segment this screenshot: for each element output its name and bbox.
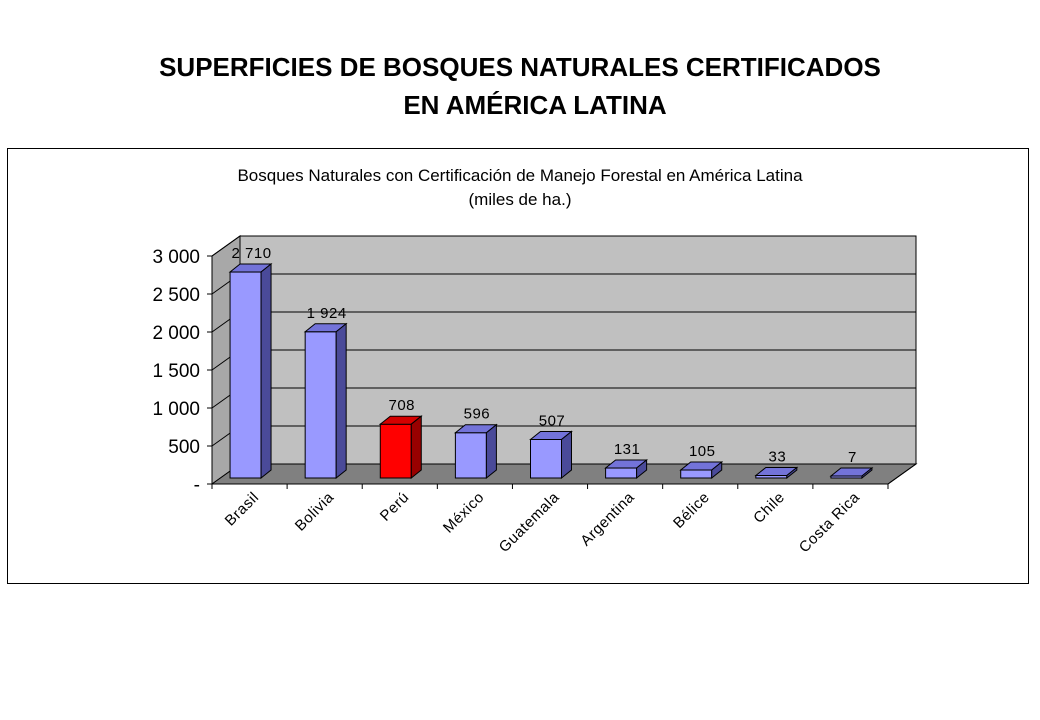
x-tick-label: Perú: [377, 489, 413, 525]
bar-side: [485, 423, 497, 480]
bar-value-label: 708: [389, 397, 416, 414]
bar-side: [786, 466, 798, 480]
y-tick-label: 1 000: [152, 399, 200, 420]
x-tick-label: Chile: [750, 489, 788, 527]
bar-side: [636, 459, 648, 480]
x-tick-label: Argentina: [577, 489, 638, 550]
bar-value-label: 33: [768, 448, 786, 465]
plot-area: - 500 1 000 1 500 2 000 2 500 3 000 2 710 Brasil…: [152, 235, 918, 557]
bar-value-label: 7: [848, 449, 857, 466]
x-tick-label: Bélice: [670, 489, 713, 532]
y-tick-label: 3 000: [152, 247, 200, 268]
bar-side: [711, 460, 723, 480]
y-tick-label: 2 000: [152, 323, 200, 344]
bar: [379, 423, 412, 479]
chart-subtitle: (miles de ha.): [469, 190, 572, 209]
bar-side: [561, 430, 572, 480]
bar-value-label: 507: [539, 412, 566, 429]
page-title-line-2: EN AMÉRICA LATINA: [403, 90, 667, 120]
bar-side: [335, 322, 347, 480]
x-axis-depth-line: [887, 463, 917, 485]
bar: [530, 438, 562, 479]
bar-value-label: 2 710: [232, 245, 272, 262]
x-tick-label: Guatemala: [496, 489, 563, 556]
bar: [680, 469, 713, 479]
bar: [605, 467, 638, 479]
x-tick-label: Bolivia: [292, 489, 338, 535]
x-tick-label: Costa Rica: [796, 489, 864, 557]
chart-title: Bosques Naturales con Certificación de M…: [237, 166, 803, 185]
bar-side: [410, 415, 422, 480]
y-tick-label: -: [194, 475, 200, 496]
y-tick-label: 1 500: [152, 361, 200, 382]
bar-side: [861, 466, 873, 480]
bar: [304, 331, 337, 479]
gridline-side: [211, 235, 241, 257]
bar-value-label: 596: [464, 406, 491, 423]
bar: [454, 432, 487, 479]
page-title-line-1: SUPERFICIES DE BOSQUES NATURALES CERTIFI…: [159, 52, 881, 82]
bar: [229, 271, 262, 479]
bar-value-label: 1 924: [307, 305, 347, 322]
bar-value-label: 105: [689, 443, 716, 460]
x-tick-label: México: [440, 489, 488, 537]
y-tick-label: 2 500: [152, 285, 200, 306]
page-title: SUPERFICIES DE BOSQUES NATURALES CERTIFI…: [0, 48, 1040, 124]
bar-side: [260, 262, 272, 480]
bar-value-label: 131: [614, 441, 641, 458]
y-tick-label: 500: [168, 437, 200, 458]
x-tick-label: Brasil: [222, 489, 263, 530]
